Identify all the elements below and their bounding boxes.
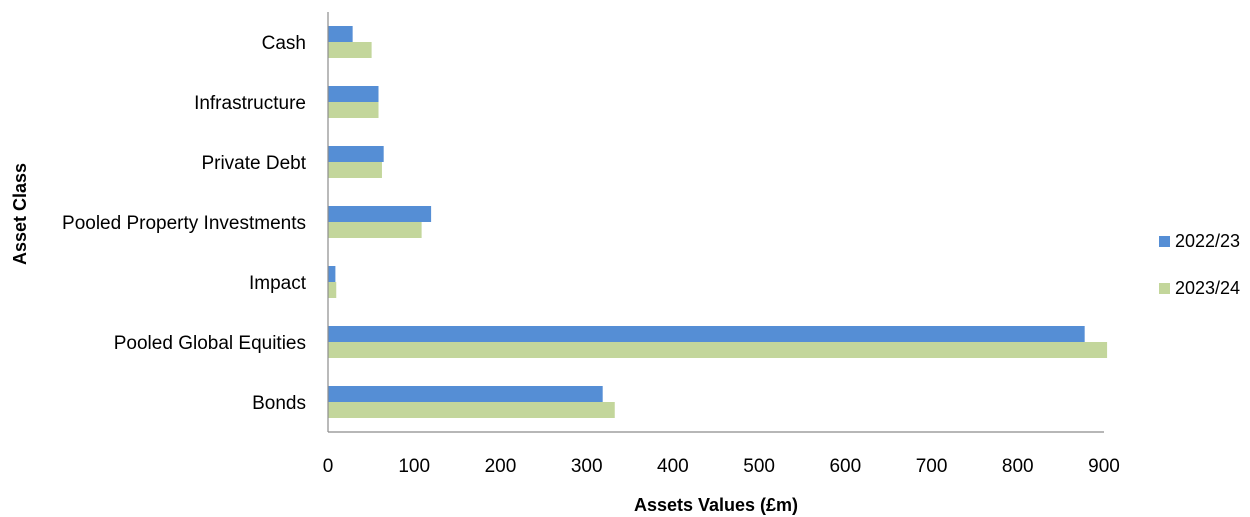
bar-2023-24-infrastructure [328,102,379,118]
legend-swatch [1159,283,1170,294]
legend-swatch [1159,236,1170,247]
category-label: Impact [249,273,307,294]
bar-2023-24-pooled-property-investments [328,222,422,238]
bar-2022-23-private-debt [328,146,384,162]
bar-2023-24-pooled-global-equities [328,342,1108,358]
x-tick-label: 500 [743,456,775,477]
x-tick-label: 100 [398,456,430,477]
bar-2022-23-pooled-property-investments [328,206,432,222]
x-tick-label: 200 [485,456,517,477]
category-labels: Cash Infrastructure Private Debt Pooled Pro… [62,33,307,414]
bar-2022-23-bonds [328,386,603,402]
x-tick-label: 800 [1002,456,1034,477]
x-tick-label: 0 [323,456,334,477]
x-tick-label: 400 [657,456,689,477]
bar-2023-24-private-debt [328,162,382,178]
x-tick-label: 300 [571,456,603,477]
category-label: Private Debt [201,153,306,174]
legend-label: 2023/24 [1175,278,1240,298]
bar-2022-23-impact [328,266,336,282]
y-axis-title: Asset Class [10,163,30,265]
x-axis-title: Assets Values (£m) [634,495,798,515]
bar-2022-23-pooled-global-equities [328,326,1085,342]
x-tick-labels: 0 100 200 300 400 500 600 700 800 900 [323,456,1120,477]
category-label: Bonds [252,393,306,414]
x-tick-label: 700 [916,456,948,477]
category-label: Pooled Property Investments [62,213,306,234]
bar-2023-24-bonds [328,402,615,418]
bar-2022-23-cash [328,26,353,42]
bars-layer [328,26,1108,418]
legend: 2022/23 2023/24 [1159,231,1240,298]
bar-2023-24-impact [328,282,337,298]
bar-2022-23-infrastructure [328,86,379,102]
bar-2023-24-cash [328,42,372,58]
x-tick-label: 900 [1088,456,1120,477]
category-label: Cash [262,33,306,54]
category-label: Infrastructure [194,93,306,114]
category-label: Pooled Global Equities [114,333,306,354]
x-tick-label: 600 [829,456,861,477]
legend-label: 2022/23 [1175,231,1240,251]
